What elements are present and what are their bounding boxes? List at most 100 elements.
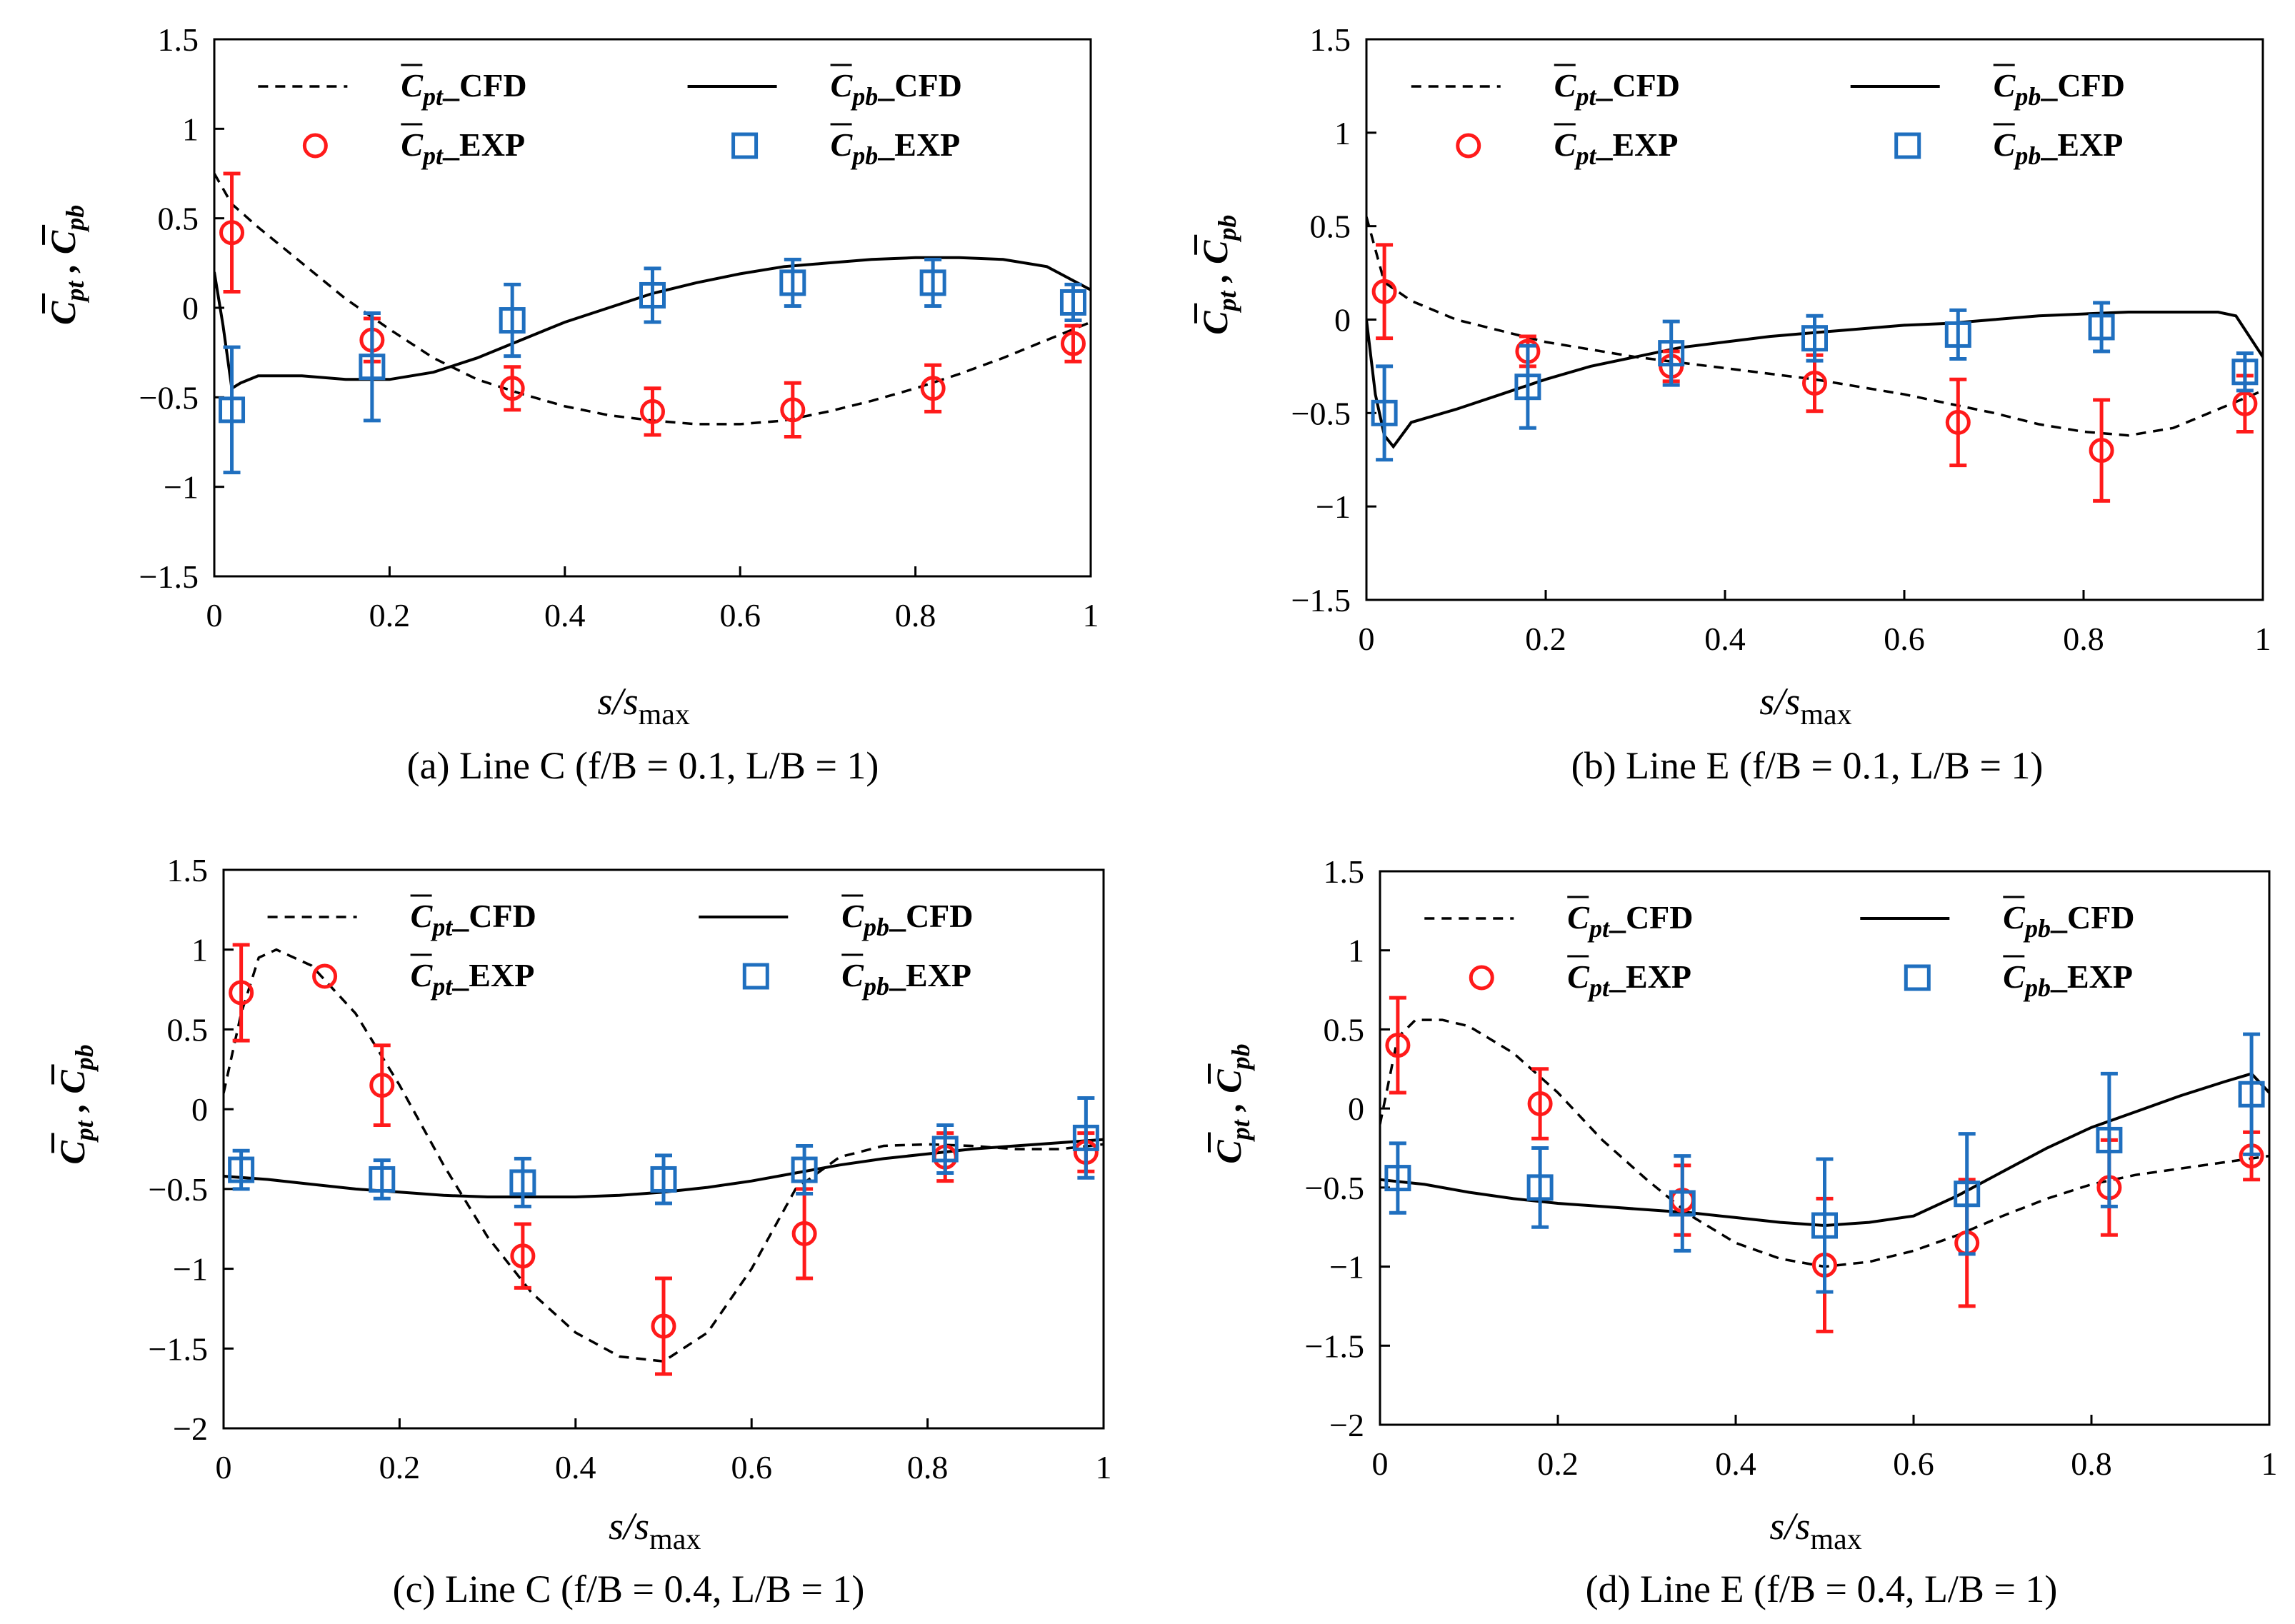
marker-pt-exp (651, 1313, 676, 1339)
y-tick-label: −1 (164, 469, 199, 506)
legend: Cpt_CFD Cpb_CFD Cpt_EXP Cpb_EXP (1411, 64, 2125, 170)
legend-label: Cpt_EXP (1567, 958, 1691, 1002)
y-tick-label: −1.5 (149, 1330, 208, 1367)
marker-pb-exp (509, 1169, 536, 1196)
marker-pb-exp (639, 281, 666, 309)
panel-caption: (d) Line E (f/B = 0.4, L/B = 1) (1586, 1568, 2058, 1610)
legend-label: Cpb_EXP (841, 957, 971, 1001)
x-tick-label: 0.2 (379, 1449, 421, 1485)
y-tick-label: 1 (1334, 115, 1351, 151)
panel-c: 1.510.50−0.5−1−1.5−20 0.2 0.4 0.6 0.8 1s/smax… (51, 852, 1112, 1610)
marker-pt-exp (1060, 331, 1086, 356)
legend: Cpt_CFD Cpb_CFD Cpt_EXP Cpb_EXP (258, 64, 962, 170)
legend-label: Cpb_CFD (2003, 899, 2134, 943)
panel-b: 1.510.50−0.5−1−1.50 0.2 0.4 0.6 0.8 1s/smaxCp… (1194, 21, 2271, 787)
marker-pt-exp (499, 376, 525, 401)
marker-pt-exp (1527, 1091, 1553, 1116)
y-tick-label: 1.5 (1324, 853, 1365, 890)
series-pt-cfd-line (1366, 216, 2263, 437)
y-tick-label: 1 (182, 111, 199, 147)
marker-pb-exp (1371, 399, 1398, 426)
legend-label: Cpb_EXP (831, 126, 961, 170)
x-tick-label: 1 (1096, 1449, 1112, 1485)
y-tick-label: −1 (1316, 488, 1351, 525)
marker-pb-exp (1514, 374, 1541, 401)
y-tick-label: −0.5 (149, 1171, 208, 1208)
x-tick-label: 0.4 (1715, 1445, 1756, 1482)
legend-label: Cpt_EXP (1554, 126, 1679, 170)
marker-pt-exp (1385, 1033, 1411, 1058)
legend-label: Cpt_CFD (1567, 899, 1693, 943)
x-tick-label: 0.8 (907, 1449, 949, 1485)
legend-circle-swatch (302, 133, 328, 159)
marker-pt-exp (510, 1243, 536, 1269)
legend-label: Cpt_EXP (401, 126, 525, 170)
marker-pt-exp (219, 220, 245, 246)
x-tick-label: 0 (1359, 621, 1375, 657)
series-pb-cfd-line (1366, 311, 2263, 449)
marker-pb-exp (2231, 359, 2259, 386)
marker-pb-exp (791, 1156, 818, 1183)
y-tick-label: −1 (173, 1251, 208, 1288)
x-tick-label: 0.8 (895, 597, 936, 633)
plot-frame (222, 868, 1105, 1430)
y-tick-label: −2 (173, 1410, 208, 1447)
marker-pb-exp (228, 1156, 255, 1183)
y-tick-label: −1 (1329, 1249, 1364, 1285)
y-tick-label: −1.5 (1305, 1328, 1364, 1364)
y-tick-label: 0.5 (1324, 1011, 1365, 1048)
y-axis-label: Cpt , Cpb (1195, 215, 1241, 335)
marker-pb-exp (919, 269, 946, 296)
legend-square-swatch (742, 963, 769, 990)
x-tick-label: 1 (2255, 621, 2271, 657)
marker-pb-exp (1801, 325, 1828, 352)
plot-frame (1379, 870, 2271, 1426)
y-tick-label: −1.5 (1291, 582, 1351, 618)
marker-pt-exp (1371, 279, 1397, 304)
legend-circle-swatch (1469, 965, 1494, 991)
legend-label: Cpb_CFD (831, 67, 962, 111)
x-axis-label: s/smax (609, 1505, 701, 1556)
legend-circle-swatch (312, 963, 338, 989)
marker-pb-exp (369, 1166, 396, 1193)
panel-a: 1.510.50−0.5−1−1.50 0.2 0.4 0.6 0.8 1s/smaxCp… (42, 21, 1099, 787)
marker-pb-exp (1954, 1181, 1981, 1208)
marker-pb-exp (499, 307, 526, 334)
y-tick-label: 0 (1334, 302, 1351, 339)
x-tick-label: 0.6 (1893, 1445, 1934, 1482)
legend-label: Cpt_CFD (401, 67, 526, 111)
x-tick-label: 0 (206, 597, 223, 633)
marker-pb-exp (779, 269, 806, 296)
y-tick-label: 0 (191, 1091, 208, 1128)
y-tick-label: 0 (182, 290, 199, 326)
y-tick-label: 1.5 (1310, 21, 1351, 58)
y-tick-label: 1 (1348, 933, 1364, 969)
marker-pt-exp (2232, 391, 2258, 416)
y-tick-label: 0.5 (1310, 209, 1351, 245)
legend-square-swatch (731, 132, 759, 159)
marker-pb-exp (1526, 1174, 1554, 1201)
y-tick-label: 1 (191, 932, 208, 968)
x-tick-label: 0.6 (731, 1449, 772, 1485)
marker-pt-exp (229, 980, 254, 1006)
legend-label: Cpt_CFD (1554, 67, 1680, 111)
legend-label: Cpt_EXP (411, 957, 535, 1001)
x-tick-label: 0.2 (1537, 1445, 1579, 1482)
legend-label: Cpb_EXP (1994, 126, 2124, 170)
marker-pb-exp (650, 1166, 677, 1193)
series-pt-cfd-line (224, 948, 1104, 1363)
y-tick-label: −0.5 (1305, 1170, 1364, 1206)
marker-pt-exp (791, 1220, 817, 1246)
x-tick-label: 0 (216, 1449, 232, 1485)
y-tick-label: 0 (1348, 1091, 1364, 1127)
x-axis-label: s/smax (1769, 1505, 1861, 1556)
marker-pt-exp (640, 399, 665, 424)
marker-pb-exp (219, 396, 246, 423)
legend-label: Cpb_CFD (841, 898, 973, 941)
x-tick-label: 0.6 (1884, 621, 1925, 657)
x-tick-label: 1 (2261, 1445, 2278, 1482)
y-tick-label: −1.5 (139, 558, 199, 595)
panel-caption: (c) Line C (f/B = 0.4, L/B = 1) (393, 1568, 865, 1610)
panel-caption: (b) Line E (f/B = 0.1, L/B = 1) (1571, 744, 2044, 787)
